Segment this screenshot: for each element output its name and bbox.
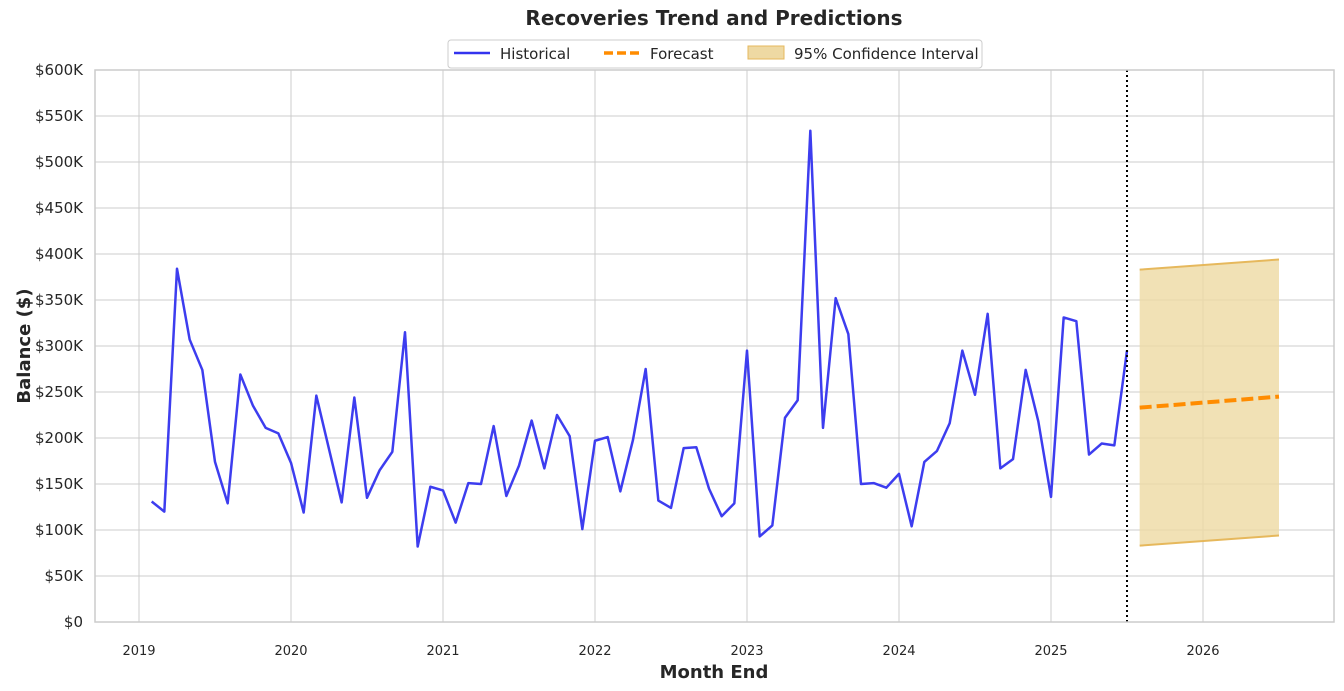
y-tick-label: $450K <box>35 199 84 217</box>
legend: Historical Forecast 95% Confidence Inter… <box>447 39 983 69</box>
y-tick-label: $500K <box>35 153 84 171</box>
y-tick-label: $350K <box>35 291 84 309</box>
legend-box <box>447 39 983 69</box>
plot-frame <box>94 69 1335 623</box>
legend-historical-label: Historical <box>500 45 570 63</box>
axes <box>94 69 1335 623</box>
y-tick-label: $250K <box>35 383 84 401</box>
x-tick-label: 2020 <box>274 644 307 659</box>
series-layer <box>150 70 1280 622</box>
y-tick-label: $600K <box>35 61 84 79</box>
x-tick-label: 2024 <box>882 644 915 659</box>
y-tick-label: $100K <box>35 521 84 539</box>
y-tick-label: $300K <box>35 337 84 355</box>
x-tick-label: 2026 <box>1186 644 1219 659</box>
x-tick-label: 2022 <box>578 644 611 659</box>
legend-confidence-label: 95% Confidence Interval <box>794 45 979 63</box>
legend-confidence-swatch <box>747 45 785 60</box>
x-tick-label: 2021 <box>426 644 459 659</box>
confidence-lower-edge <box>1139 534 1280 547</box>
y-tick-label: $550K <box>35 107 84 125</box>
x-tick-label: 2025 <box>1034 644 1067 659</box>
historical-line <box>150 129 1129 548</box>
forecast-line <box>1139 394 1280 410</box>
x-tick-label: 2019 <box>122 644 155 659</box>
y-tick-label: $200K <box>35 429 84 447</box>
confidence-upper-edge <box>1139 258 1280 271</box>
x-tick-label: 2023 <box>730 644 763 659</box>
legend-forecast-label: Forecast <box>650 45 714 63</box>
y-tick-label: $150K <box>35 475 84 493</box>
y-tick-label: $50K <box>45 567 85 585</box>
y-tick-label: $0 <box>64 613 83 631</box>
x-axis-title: Month End <box>660 662 769 683</box>
x-tick-labels: 2019 2020 2021 2022 2023 2024 2025 2026 <box>122 644 1219 659</box>
y-axis-title: Balance ($) <box>14 288 35 403</box>
y-tick-label: $400K <box>35 245 84 263</box>
chart-title: Recoveries Trend and Predictions <box>525 6 902 30</box>
y-tick-labels: $0 $50K $100K $150K $200K $250K $300K $350K $400… <box>35 61 84 631</box>
